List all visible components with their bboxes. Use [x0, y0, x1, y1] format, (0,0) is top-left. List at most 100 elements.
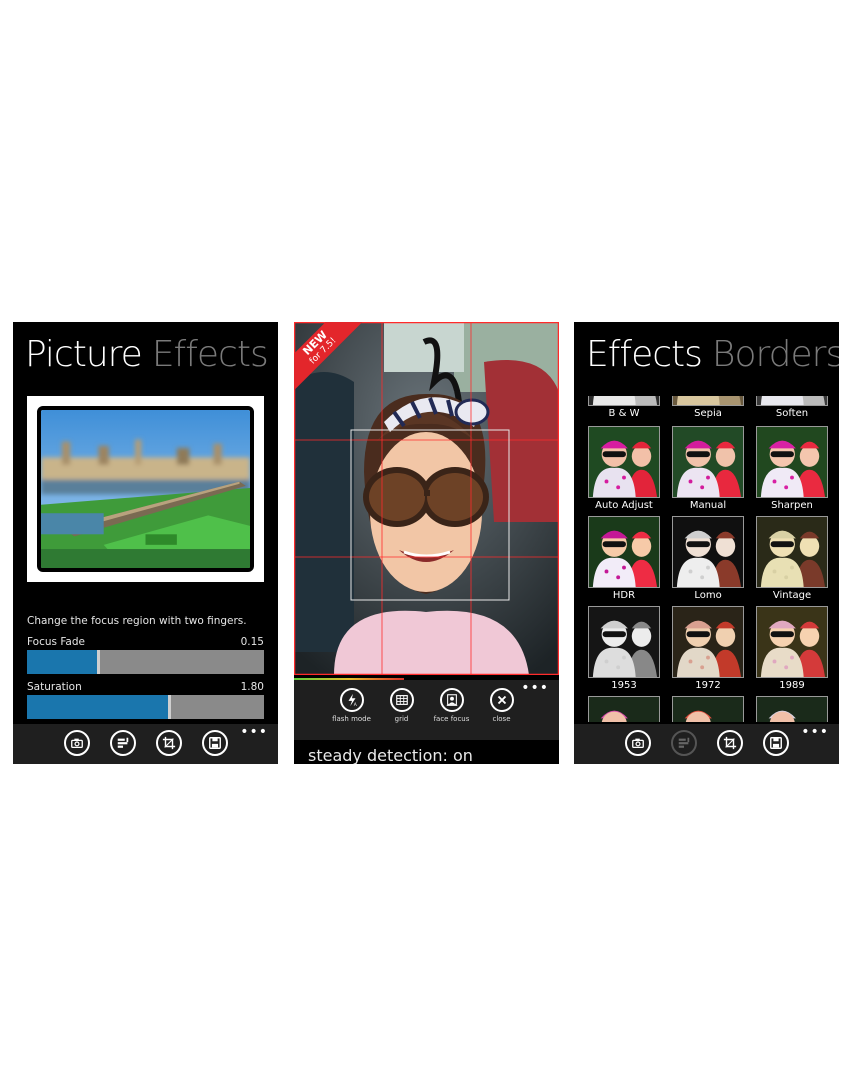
- camera-button[interactable]: [63, 730, 90, 756]
- camera-button[interactable]: [624, 730, 651, 756]
- crop-icon: [723, 736, 736, 750]
- effect-label: HDR: [612, 590, 636, 601]
- save-button[interactable]: [201, 730, 228, 756]
- effect-label: Sharpen: [771, 500, 813, 511]
- effect-thumbnail: [588, 396, 660, 406]
- save-icon: [769, 737, 782, 749]
- more-options-button[interactable]: •••: [801, 724, 829, 740]
- effect-thumbnail: [672, 426, 744, 498]
- tilt-shift-preview[interactable]: [27, 396, 264, 582]
- preview-photo: [37, 406, 254, 572]
- pivot-header: Effects Borders: [586, 334, 839, 375]
- steady-detection-status: steady detection: on: [308, 746, 473, 764]
- flash-mode-label: flash mode: [332, 715, 371, 723]
- effect-thumbnail: [588, 516, 660, 588]
- effect-label: B & W: [608, 408, 640, 419]
- grid-button[interactable]: grid: [384, 688, 420, 723]
- face-focus-button[interactable]: face focus: [434, 688, 470, 723]
- effect-tile[interactable]: [672, 696, 744, 722]
- focus-hint-text: Change the focus region with two fingers…: [27, 615, 247, 627]
- pivot-item-picture[interactable]: Picture: [25, 334, 143, 375]
- close-label: close: [492, 715, 511, 723]
- flash-mode-button[interactable]: A flash mode: [332, 688, 371, 723]
- focus-fade-slider[interactable]: [27, 650, 264, 674]
- effect-label: 1989: [779, 680, 805, 691]
- face-focus-label: face focus: [433, 715, 470, 723]
- crop-button[interactable]: [716, 730, 743, 756]
- slider-fill: [27, 650, 99, 674]
- effect-thumbnail: [672, 516, 744, 588]
- focus-fade-value: 0.15: [240, 636, 264, 648]
- effects-button[interactable]: [109, 730, 136, 756]
- effect-tile[interactable]: 1972: [672, 606, 744, 691]
- close-button[interactable]: close: [484, 688, 520, 723]
- effect-thumbnail: [588, 696, 660, 722]
- save-button[interactable]: [762, 730, 789, 756]
- effect-label: Manual: [689, 500, 727, 511]
- effect-label: Vintage: [772, 590, 812, 601]
- effect-label: Sepia: [694, 408, 722, 419]
- crop-button[interactable]: [155, 730, 182, 756]
- grid-label: grid: [394, 715, 409, 723]
- effect-thumbnail: [672, 606, 744, 678]
- slider-thumb[interactable]: [97, 650, 101, 674]
- effect-tile[interactable]: [588, 696, 660, 722]
- effects-icon: [117, 737, 128, 748]
- phone-screen-picture: Picture Effects: [13, 322, 278, 764]
- effect-tile[interactable]: Sepia: [672, 396, 744, 419]
- effects-button[interactable]: [670, 730, 697, 756]
- camera-icon: [70, 738, 83, 749]
- effect-label: Auto Adjust: [595, 500, 653, 511]
- pivot-header: Picture Effects: [25, 334, 269, 375]
- effect-thumbnail: [756, 516, 828, 588]
- effect-label: Soften: [775, 408, 809, 419]
- face-focus-icon: [446, 694, 457, 706]
- effect-tile[interactable]: HDR: [588, 516, 660, 601]
- pivot-item-effects[interactable]: Effects: [151, 334, 269, 375]
- saturation-value: 1.80: [240, 681, 264, 693]
- phone-screen-camera: NEW for 7.5! A flash mode grid: [294, 322, 559, 764]
- svg-text:A: A: [353, 702, 356, 707]
- slider-fill: [27, 695, 170, 719]
- effect-thumbnail: [756, 696, 828, 722]
- effects-grid: B & W Sepia Soften Auto Adjust Manual Sharpen…: [588, 396, 828, 722]
- effects-icon: [678, 737, 689, 748]
- more-options-button[interactable]: •••: [240, 724, 268, 740]
- effect-tile[interactable]: Soften: [756, 396, 828, 419]
- crop-icon: [162, 736, 175, 750]
- save-icon: [208, 737, 221, 749]
- pivot-item-effects[interactable]: Effects: [586, 334, 703, 375]
- flash-icon: A: [348, 693, 356, 707]
- saturation-slider[interactable]: [27, 695, 264, 719]
- effect-tile[interactable]: Auto Adjust: [588, 426, 660, 511]
- camera-icon: [631, 738, 644, 749]
- effect-tile[interactable]: Lomo: [672, 516, 744, 601]
- effect-tile[interactable]: 1953: [588, 606, 660, 691]
- effect-thumbnail: [756, 396, 828, 406]
- focus-fade-label: Focus Fade: [27, 636, 85, 648]
- phone-screen-effects: Effects Borders B & W Sepia Soften Auto Adju…: [574, 322, 839, 764]
- effect-label: Lomo: [694, 590, 722, 601]
- effect-tile[interactable]: Manual: [672, 426, 744, 511]
- effect-thumbnail: [756, 606, 828, 678]
- saturation-label: Saturation: [27, 681, 82, 693]
- grid-icon: [395, 695, 408, 705]
- app-bar: •••: [574, 724, 839, 764]
- effect-thumbnail: [588, 606, 660, 678]
- effect-tile[interactable]: Sharpen: [756, 426, 828, 511]
- effect-tile[interactable]: [756, 696, 828, 722]
- effect-thumbnail: [672, 396, 744, 406]
- effect-label: 1972: [695, 680, 721, 691]
- effect-thumbnail: [588, 426, 660, 498]
- pivot-item-borders[interactable]: Borders: [711, 334, 839, 375]
- camera-app-bar: A flash mode grid face focus c: [294, 680, 559, 740]
- effect-tile[interactable]: 1989: [756, 606, 828, 691]
- effect-thumbnail: [672, 696, 744, 722]
- slider-thumb[interactable]: [168, 695, 172, 719]
- effect-label: 1953: [611, 680, 637, 691]
- effect-thumbnail: [756, 426, 828, 498]
- more-options-button[interactable]: •••: [521, 680, 549, 696]
- effect-tile[interactable]: B & W: [588, 396, 660, 419]
- camera-viewfinder[interactable]: NEW for 7.5!: [294, 322, 559, 675]
- effect-tile[interactable]: Vintage: [756, 516, 828, 601]
